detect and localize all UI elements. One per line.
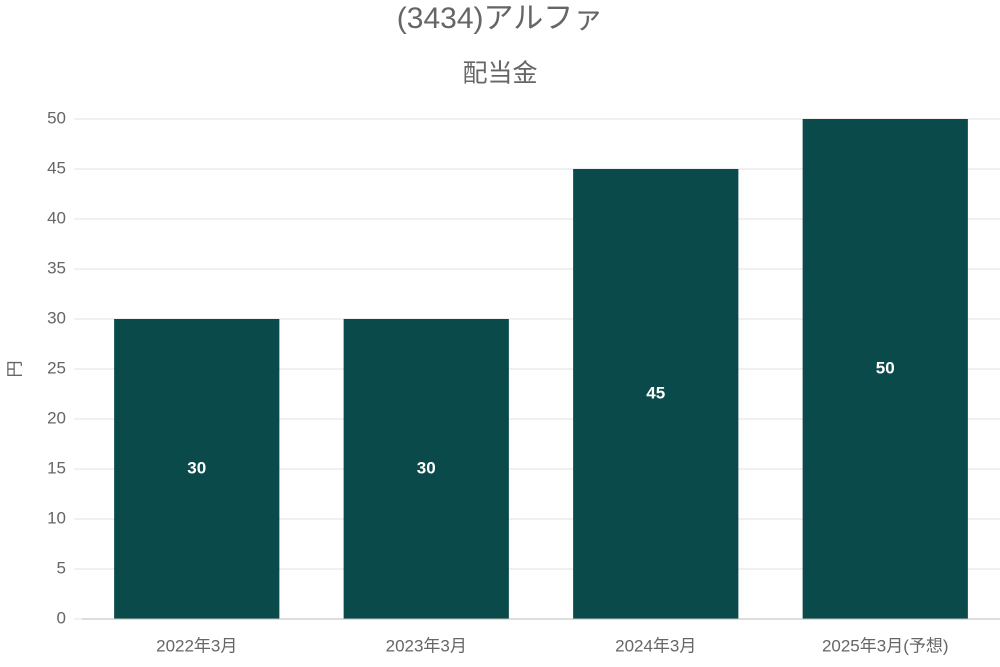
chart-subtitle: 配当金	[462, 60, 537, 88]
data-label: 30	[417, 458, 436, 477]
chart-title: (3434)アルファ	[397, 2, 603, 35]
y-tick-label: 5	[57, 558, 66, 577]
y-tick-label: 35	[47, 258, 66, 277]
y-tick-label: 15	[47, 458, 66, 477]
y-tick-label: 10	[47, 508, 66, 527]
x-tick-label: 2023年3月	[386, 636, 467, 655]
data-label: 50	[876, 358, 895, 377]
x-tick-label: 2024年3月	[615, 636, 696, 655]
y-tick-label: 20	[47, 408, 66, 427]
bar	[114, 319, 280, 619]
x-tick-label: 2025年3月(予想)	[822, 636, 949, 655]
bar	[802, 119, 968, 619]
bar	[573, 169, 739, 619]
y-tick-label: 40	[47, 208, 66, 227]
y-tick-label: 25	[47, 358, 66, 377]
y-tick-label: 0	[57, 608, 66, 627]
y-tick-label: 45	[47, 158, 66, 177]
y-tick-label: 30	[47, 308, 66, 327]
bar	[343, 319, 509, 619]
data-label: 45	[646, 383, 665, 402]
y-tick-label: 50	[47, 108, 66, 127]
x-tick-label: 2022年3月	[156, 636, 237, 655]
y-axis-label: 円	[5, 361, 24, 378]
data-label: 30	[187, 458, 206, 477]
